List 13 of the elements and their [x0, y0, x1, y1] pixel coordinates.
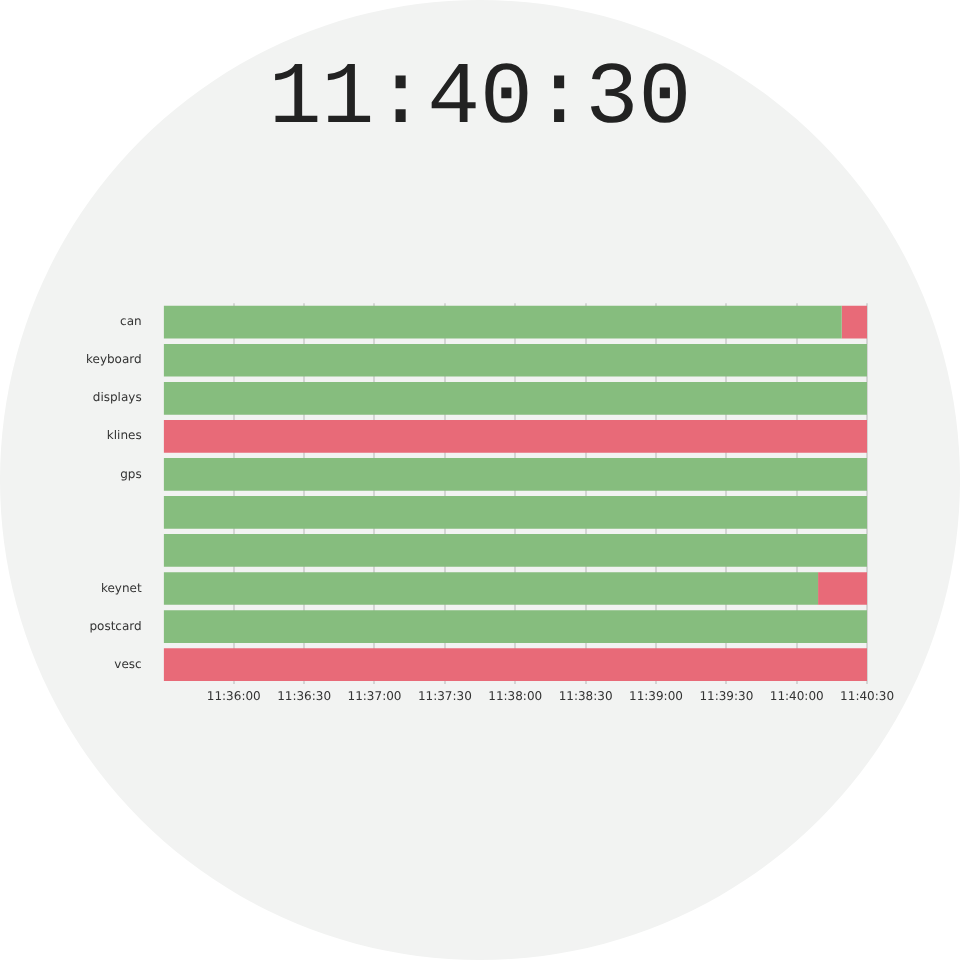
bar — [163, 305, 842, 339]
bar — [163, 496, 868, 529]
bar — [163, 648, 868, 681]
bar — [163, 572, 819, 605]
bar — [818, 572, 868, 605]
bar — [163, 534, 868, 567]
bar — [163, 381, 868, 415]
bar — [163, 343, 868, 377]
bar — [163, 419, 868, 453]
chart-title: 11:40:30 — [266, 50, 694, 150]
bar — [841, 305, 868, 339]
bar — [163, 610, 868, 643]
bar — [163, 458, 868, 491]
